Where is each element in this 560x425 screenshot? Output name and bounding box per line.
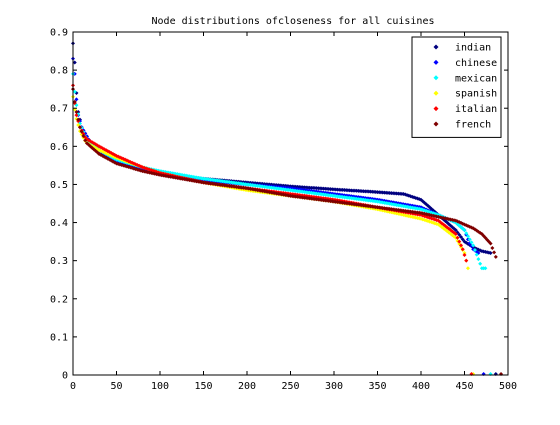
data-layer (71, 41, 504, 376)
y-tick-label: 0.2 (50, 294, 68, 305)
x-tick-label: 450 (455, 381, 473, 392)
data-point (462, 252, 467, 257)
x-tick-label: 300 (325, 381, 343, 392)
data-point (471, 243, 476, 248)
y-tick-label: 0.6 (50, 142, 68, 153)
data-point (460, 247, 465, 252)
legend-label: mexican (455, 73, 497, 84)
data-point (74, 97, 79, 102)
data-point (453, 228, 458, 233)
data-point (81, 133, 86, 138)
legend-box (411, 36, 502, 138)
data-point (476, 257, 481, 262)
x-tick-label: 400 (412, 381, 430, 392)
x-tick-label: 150 (194, 381, 212, 392)
y-tick-label: 0.9 (50, 28, 68, 39)
data-point (464, 231, 469, 236)
data-point (467, 237, 472, 242)
data-point (465, 266, 470, 271)
data-point (76, 117, 81, 122)
data-point (483, 266, 488, 271)
data-point (464, 258, 469, 263)
legend-marker-indian (433, 44, 439, 50)
data-point (455, 235, 460, 240)
data-point (492, 250, 497, 255)
legend-marker-french (433, 121, 439, 127)
data-point (465, 234, 470, 239)
legend-label: italian (455, 104, 497, 115)
data-point (472, 247, 477, 252)
data-point (457, 239, 462, 244)
x-tick-label: 250 (281, 381, 299, 392)
legend-label: spanish (455, 89, 497, 100)
axis-layer: 0 50 100 150 200 250 300 350 400 450 500 0 0.1 0.2 0.3… (50, 28, 517, 393)
series-mexican (71, 71, 493, 376)
data-point (488, 251, 493, 256)
x-tick-label: 50 (110, 381, 122, 392)
data-point (459, 243, 464, 248)
chart-title: Node distributions ofcloseness for all c… (152, 16, 435, 27)
data-point (253, 187, 258, 192)
y-tick-label: 0.5 (50, 180, 68, 191)
data-point (72, 60, 77, 65)
y-tick-label: 0.7 (50, 104, 68, 115)
y-tick-label: 0.8 (50, 66, 68, 77)
data-point (490, 245, 495, 250)
legend-label: french (455, 120, 491, 131)
y-tick-label: 0.1 (50, 332, 68, 343)
data-point (469, 240, 474, 245)
data-point (488, 241, 493, 246)
data-point (459, 235, 464, 240)
data-point (462, 228, 467, 233)
data-point (457, 232, 462, 237)
data-point (74, 113, 79, 118)
x-tick-label: 100 (151, 381, 169, 392)
y-tick-label: 0 (62, 371, 68, 382)
y-tick-label: 0.3 (50, 256, 68, 267)
legend-label: indian (455, 43, 491, 54)
series-french (71, 87, 504, 376)
data-point (493, 254, 498, 259)
legend: indian chinese mexican spanish italian french (411, 36, 502, 138)
data-point (83, 138, 88, 143)
data-point (478, 261, 483, 266)
legend-marker-mexican (433, 75, 439, 81)
y-tick-label: 0.4 (50, 218, 68, 229)
plot-frame (72, 31, 509, 376)
legend-marker-spanish (433, 90, 439, 96)
data-point (76, 122, 81, 127)
x-tick-label: 350 (368, 381, 386, 392)
x-tick-label: 0 (70, 381, 76, 392)
legend-marker-chinese (433, 59, 439, 65)
legend-label: chinese (455, 58, 497, 69)
data-point (453, 231, 458, 236)
x-tick-label: 500 (499, 381, 517, 392)
data-point (77, 125, 82, 130)
legend-marker-italian (433, 106, 439, 112)
data-point (460, 237, 465, 242)
data-point (72, 89, 77, 94)
data-point (79, 129, 84, 134)
data-point (474, 252, 479, 257)
data-point (74, 110, 79, 115)
x-tick-label: 200 (238, 381, 256, 392)
data-point (72, 99, 77, 104)
